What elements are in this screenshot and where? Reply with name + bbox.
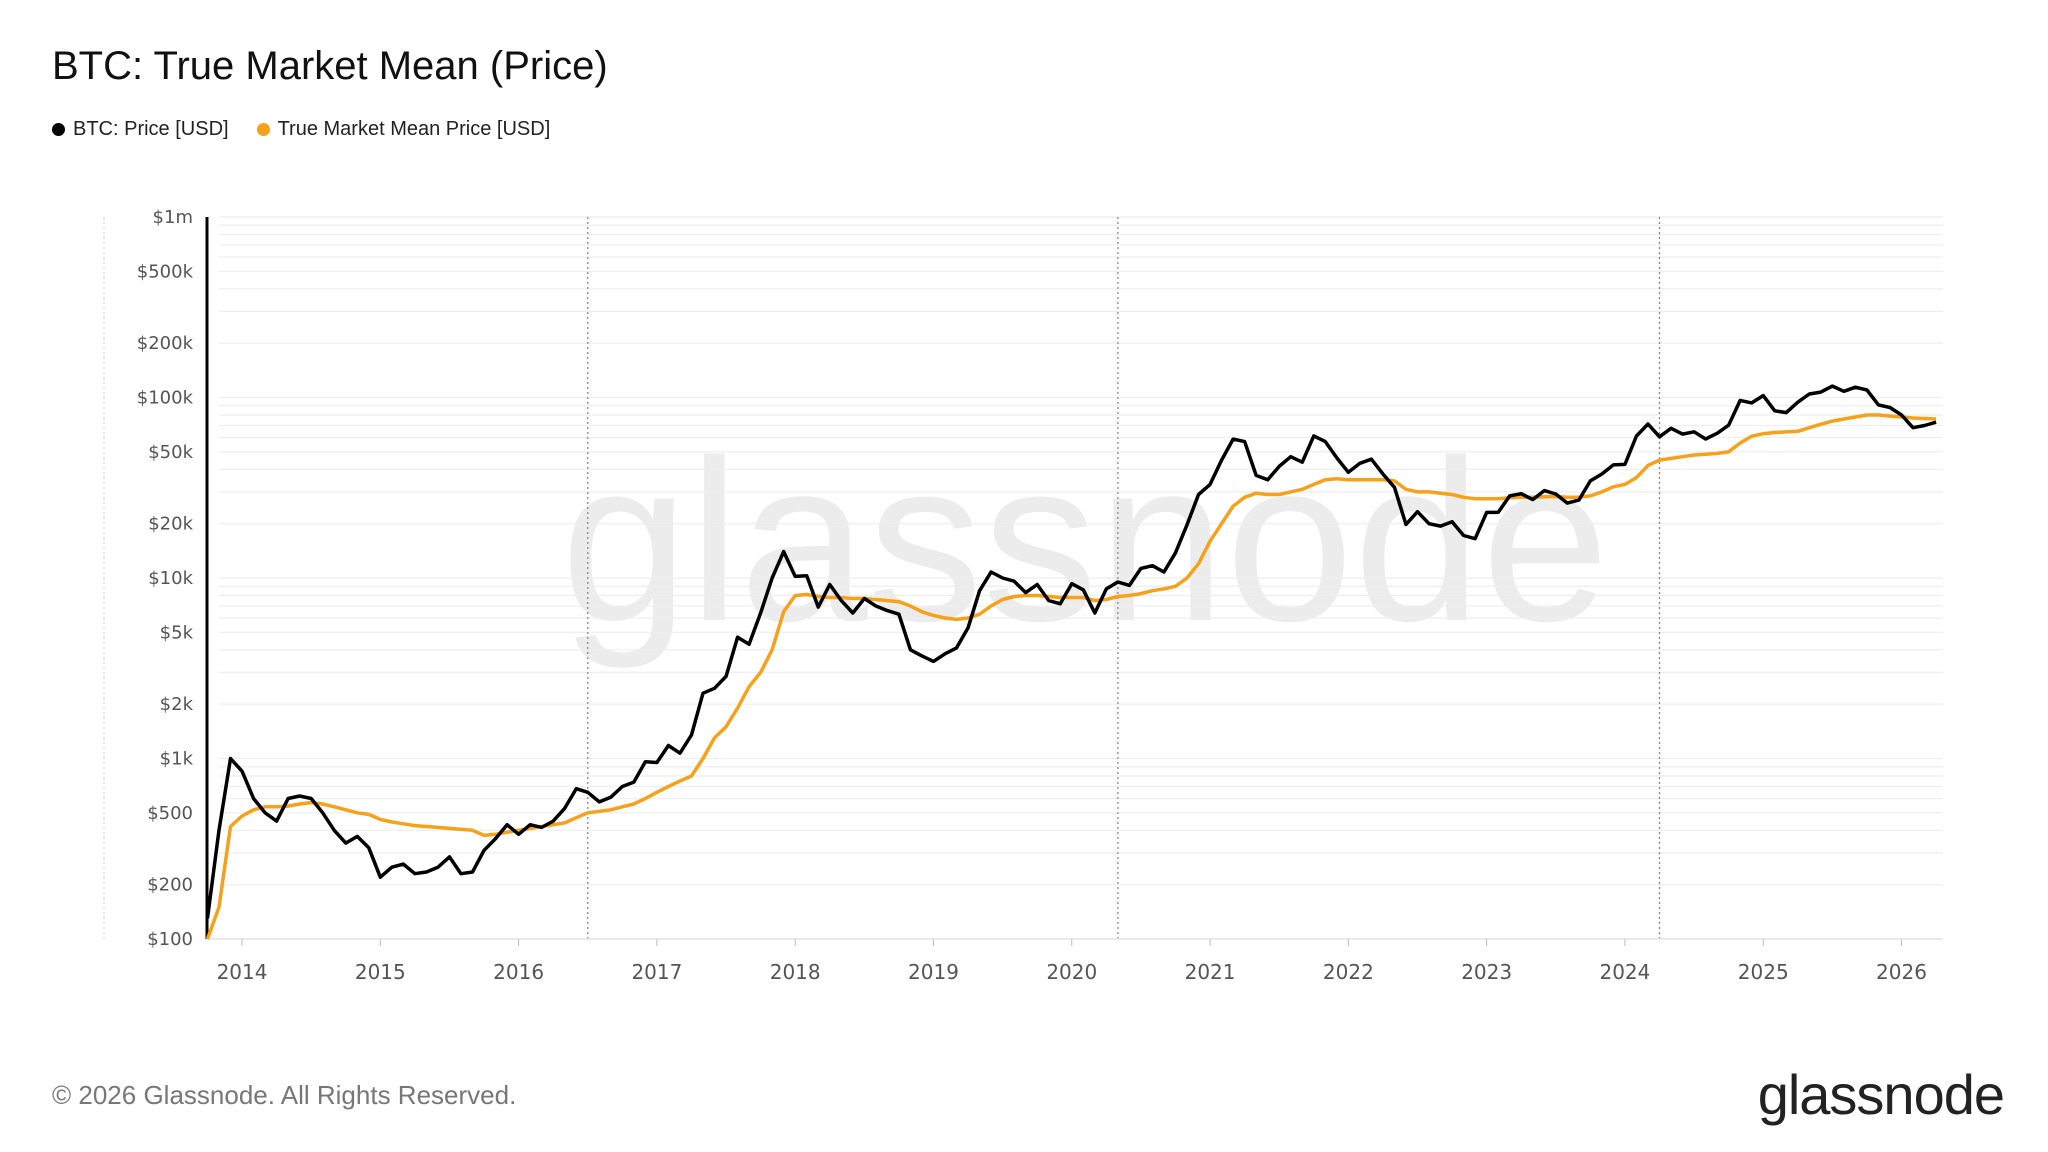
y-tick-label: $50k xyxy=(148,442,193,463)
x-tick-label: 2022 xyxy=(1323,960,1374,984)
legend-label: True Market Mean Price [USD] xyxy=(277,118,551,140)
x-tick-label: 2018 xyxy=(770,960,821,984)
btc-price-line xyxy=(205,384,1937,919)
watermark: glassnode xyxy=(561,412,1610,669)
legend-item-true-market-mean[interactable]: True Market Mean Price [USD] xyxy=(256,118,551,141)
y-tick-label: $200k xyxy=(137,333,194,354)
y-tick-label: $10k xyxy=(148,568,193,589)
x-tick-label: 2026 xyxy=(1876,960,1927,984)
legend-label: BTC: Price [USD] xyxy=(73,118,229,140)
y-tick-label: $100 xyxy=(147,929,193,950)
y-tick-label: $100k xyxy=(137,388,194,409)
x-tick-label: 2021 xyxy=(1185,960,1236,984)
y-tick-label: $20k xyxy=(148,514,193,535)
x-tick-label: 2025 xyxy=(1738,960,1789,984)
chart-title: BTC: True Market Mean (Price) xyxy=(52,44,608,88)
true-market-mean-line xyxy=(205,413,1937,940)
copyright-text: © 2026 Glassnode. All Rights Reserved. xyxy=(52,1080,517,1110)
legend-dot-icon xyxy=(256,123,270,136)
x-tick-label: 2024 xyxy=(1599,960,1650,984)
x-tick-label: 2014 xyxy=(217,960,268,984)
x-tick-label: 2019 xyxy=(908,960,959,984)
x-tick-label: 2020 xyxy=(1046,960,1097,984)
y-tick-label: $1k xyxy=(160,749,194,770)
glassnode-logo: glassnode xyxy=(1757,1063,2005,1126)
y-tick-label: $500k xyxy=(137,261,194,282)
x-tick-label: 2015 xyxy=(355,960,406,984)
x-tick-label: 2016 xyxy=(493,960,544,984)
y-tick-label: $2k xyxy=(160,694,194,715)
y-tick-label: $1m xyxy=(153,207,193,228)
y-tick-label: $200 xyxy=(147,875,193,896)
x-tick-label: 2017 xyxy=(631,960,682,984)
x-tick-label: 2023 xyxy=(1461,960,1512,984)
legend-dot-icon xyxy=(52,123,65,136)
legend: BTC: Price [USD] True Market Mean Price … xyxy=(52,118,550,141)
legend-item-btc-price[interactable]: BTC: Price [USD] xyxy=(52,118,229,141)
y-tick-label: $500 xyxy=(147,803,193,824)
y-tick-label: $5k xyxy=(160,622,194,643)
